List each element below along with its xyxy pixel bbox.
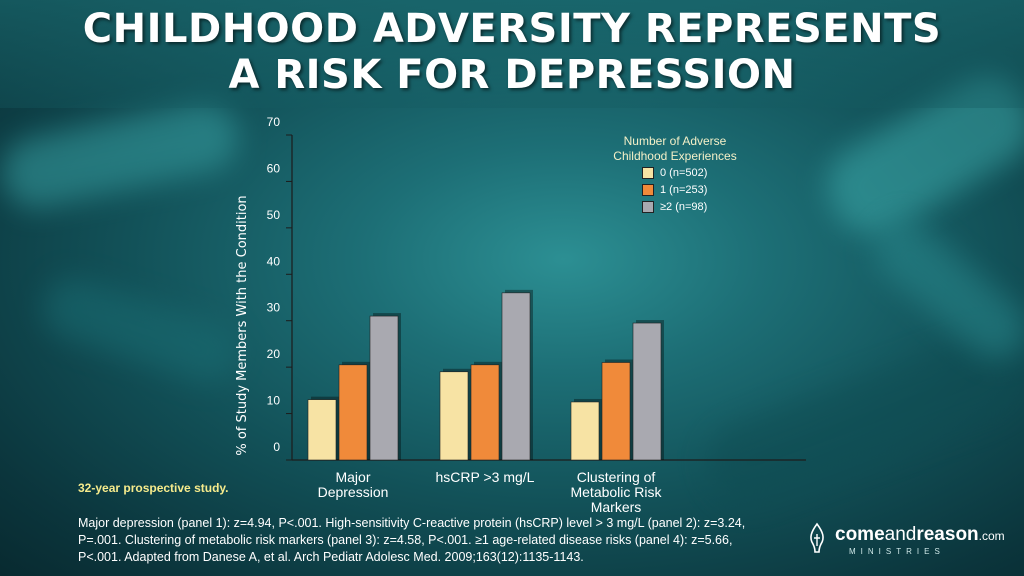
study-note: 32-year prospective study. [78, 481, 229, 495]
slide-title-line1: CHILDHOOD ADVERSITY REPRESENTS [82, 6, 942, 52]
legend-title-line2: Childhood Experiences [613, 149, 737, 163]
bar-0-0 [307, 399, 337, 461]
y-tick-label-40: 40 [267, 254, 281, 268]
slide-title: CHILDHOOD ADVERSITY REPRESENTS A RISK FO… [0, 6, 1024, 98]
bar-2-2 [632, 322, 662, 461]
category-label-2-0: Clustering of [577, 469, 656, 485]
y-tick-label-70: 70 [267, 115, 281, 129]
y-axis-title: % of Study Members With the Condition [235, 195, 250, 455]
y-tick-label-20: 20 [267, 347, 281, 361]
slide-title-line2: A RISK FOR DEPRESSION [228, 52, 796, 98]
legend-label-2: ≥2 (n=98) [660, 200, 708, 213]
y-tick-label-10: 10 [267, 394, 281, 408]
legend-swatch-2 [642, 200, 654, 213]
bar-1-1 [470, 364, 500, 461]
footnote-line3: P<.001. Adapted from Danese A, et al. Ar… [78, 550, 584, 564]
legend-item-2: ≥2 (n=98) [642, 198, 750, 215]
legend-title: Number of Adverse Childhood Experiences [600, 134, 750, 164]
category-label-1-0: hsCRP >3 mg/L [436, 469, 535, 485]
legend-label-1: 1 (n=253) [660, 183, 708, 196]
legend-swatch-1 [642, 183, 654, 196]
legend-item-0: 0 (n=502) [642, 164, 750, 181]
logo-wordmark: comeandreason.com [835, 524, 1005, 546]
y-tick-label-60: 60 [267, 161, 281, 175]
logo-part3: reason [916, 524, 979, 545]
y-tick-label-30: 30 [267, 301, 281, 315]
title-band [0, 0, 1024, 108]
y-tick-label-50: 50 [267, 208, 281, 222]
bar-2-0 [570, 401, 600, 461]
bar-0-2 [369, 315, 399, 461]
flame-cross-icon [810, 522, 824, 553]
footnote: Major depression (panel 1): z=4.94, P<.0… [78, 515, 788, 566]
category-label-2-2: Markers [591, 499, 642, 515]
category-label-0-0: Major [335, 469, 370, 485]
bar-1-0 [439, 371, 469, 461]
logo-part1: come [835, 524, 885, 545]
bar-2-1 [601, 362, 631, 461]
y-tick-label-0: 0 [273, 440, 280, 454]
footnote-line2: P=.001. Clustering of metabolic risk mar… [78, 533, 733, 547]
category-label-2-1: Metabolic Risk [570, 484, 662, 500]
category-label-0-1: Depression [318, 484, 389, 500]
legend-title-line1: Number of Adverse [623, 134, 727, 148]
legend-item-1: 1 (n=253) [642, 181, 750, 198]
legend-swatch-0 [642, 166, 654, 179]
comeandreason-logo: comeandreason.com MINISTRIES [805, 518, 1005, 568]
legend-label-0: 0 (n=502) [660, 166, 708, 179]
logo-part4: .com [978, 529, 1005, 543]
footnote-line1: Major depression (panel 1): z=4.94, P<.0… [78, 516, 746, 530]
logo-subtitle: MINISTRIES [849, 547, 945, 556]
bar-1-2 [501, 292, 531, 461]
bar-0-1 [338, 364, 368, 461]
chart-legend: Number of Adverse Childhood Experiences … [600, 134, 750, 215]
logo-part2: and [884, 524, 917, 545]
